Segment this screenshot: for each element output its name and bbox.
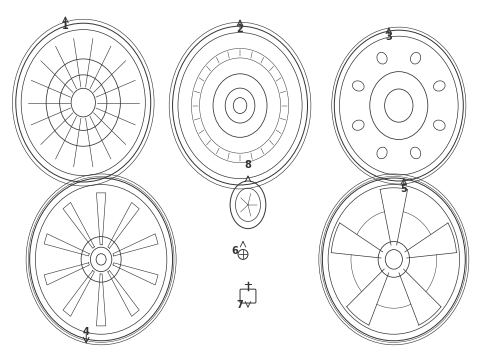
Text: 5: 5 (400, 184, 407, 194)
Text: 2: 2 (237, 24, 244, 34)
Text: 4: 4 (83, 327, 90, 337)
Text: 3: 3 (386, 32, 392, 42)
Text: 7: 7 (237, 300, 244, 310)
Text: 8: 8 (245, 160, 251, 170)
Text: 6: 6 (232, 247, 239, 256)
Text: 1: 1 (62, 21, 69, 31)
